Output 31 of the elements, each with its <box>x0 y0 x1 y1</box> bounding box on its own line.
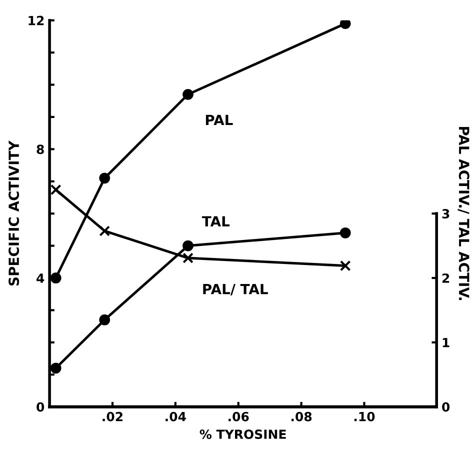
y2-axis-title: PAL ACTIV./ TAL ACTIV. <box>458 126 470 300</box>
y2-tick-label: 1 <box>442 338 450 348</box>
y-tick-label: 12 <box>28 16 44 26</box>
point <box>182 240 194 252</box>
series-label: PAL/ TAL <box>203 284 268 296</box>
point <box>50 272 62 284</box>
point <box>50 184 62 196</box>
x-tick-label: .04 <box>166 412 186 422</box>
x-tick-label: .06 <box>228 412 249 422</box>
series-label: PAL <box>206 114 233 125</box>
point <box>340 260 351 272</box>
point <box>99 172 110 184</box>
point <box>50 362 62 374</box>
x-tick-label: .02 <box>102 412 122 422</box>
point <box>182 252 194 264</box>
point <box>340 20 351 29</box>
x-tick-label: .10 <box>354 412 375 422</box>
y-tick-label: 0 <box>36 402 44 412</box>
point <box>340 227 351 238</box>
point <box>182 88 194 100</box>
y-axis-title: SPECIFIC ACTIVITY <box>8 140 20 286</box>
y2-tick-label: 3 <box>442 209 450 218</box>
y2-tick-label: 2 <box>442 273 450 283</box>
point <box>99 226 110 236</box>
y-tick-label: 8 <box>36 144 44 154</box>
point <box>99 314 110 326</box>
series-label: TAL <box>202 216 230 226</box>
x-axis-title: % TYROSINE <box>200 430 286 439</box>
y-tick-label: 4 <box>36 274 44 283</box>
y2-tick-label: 0 <box>442 402 450 412</box>
x-tick-label: .08 <box>291 412 312 422</box>
